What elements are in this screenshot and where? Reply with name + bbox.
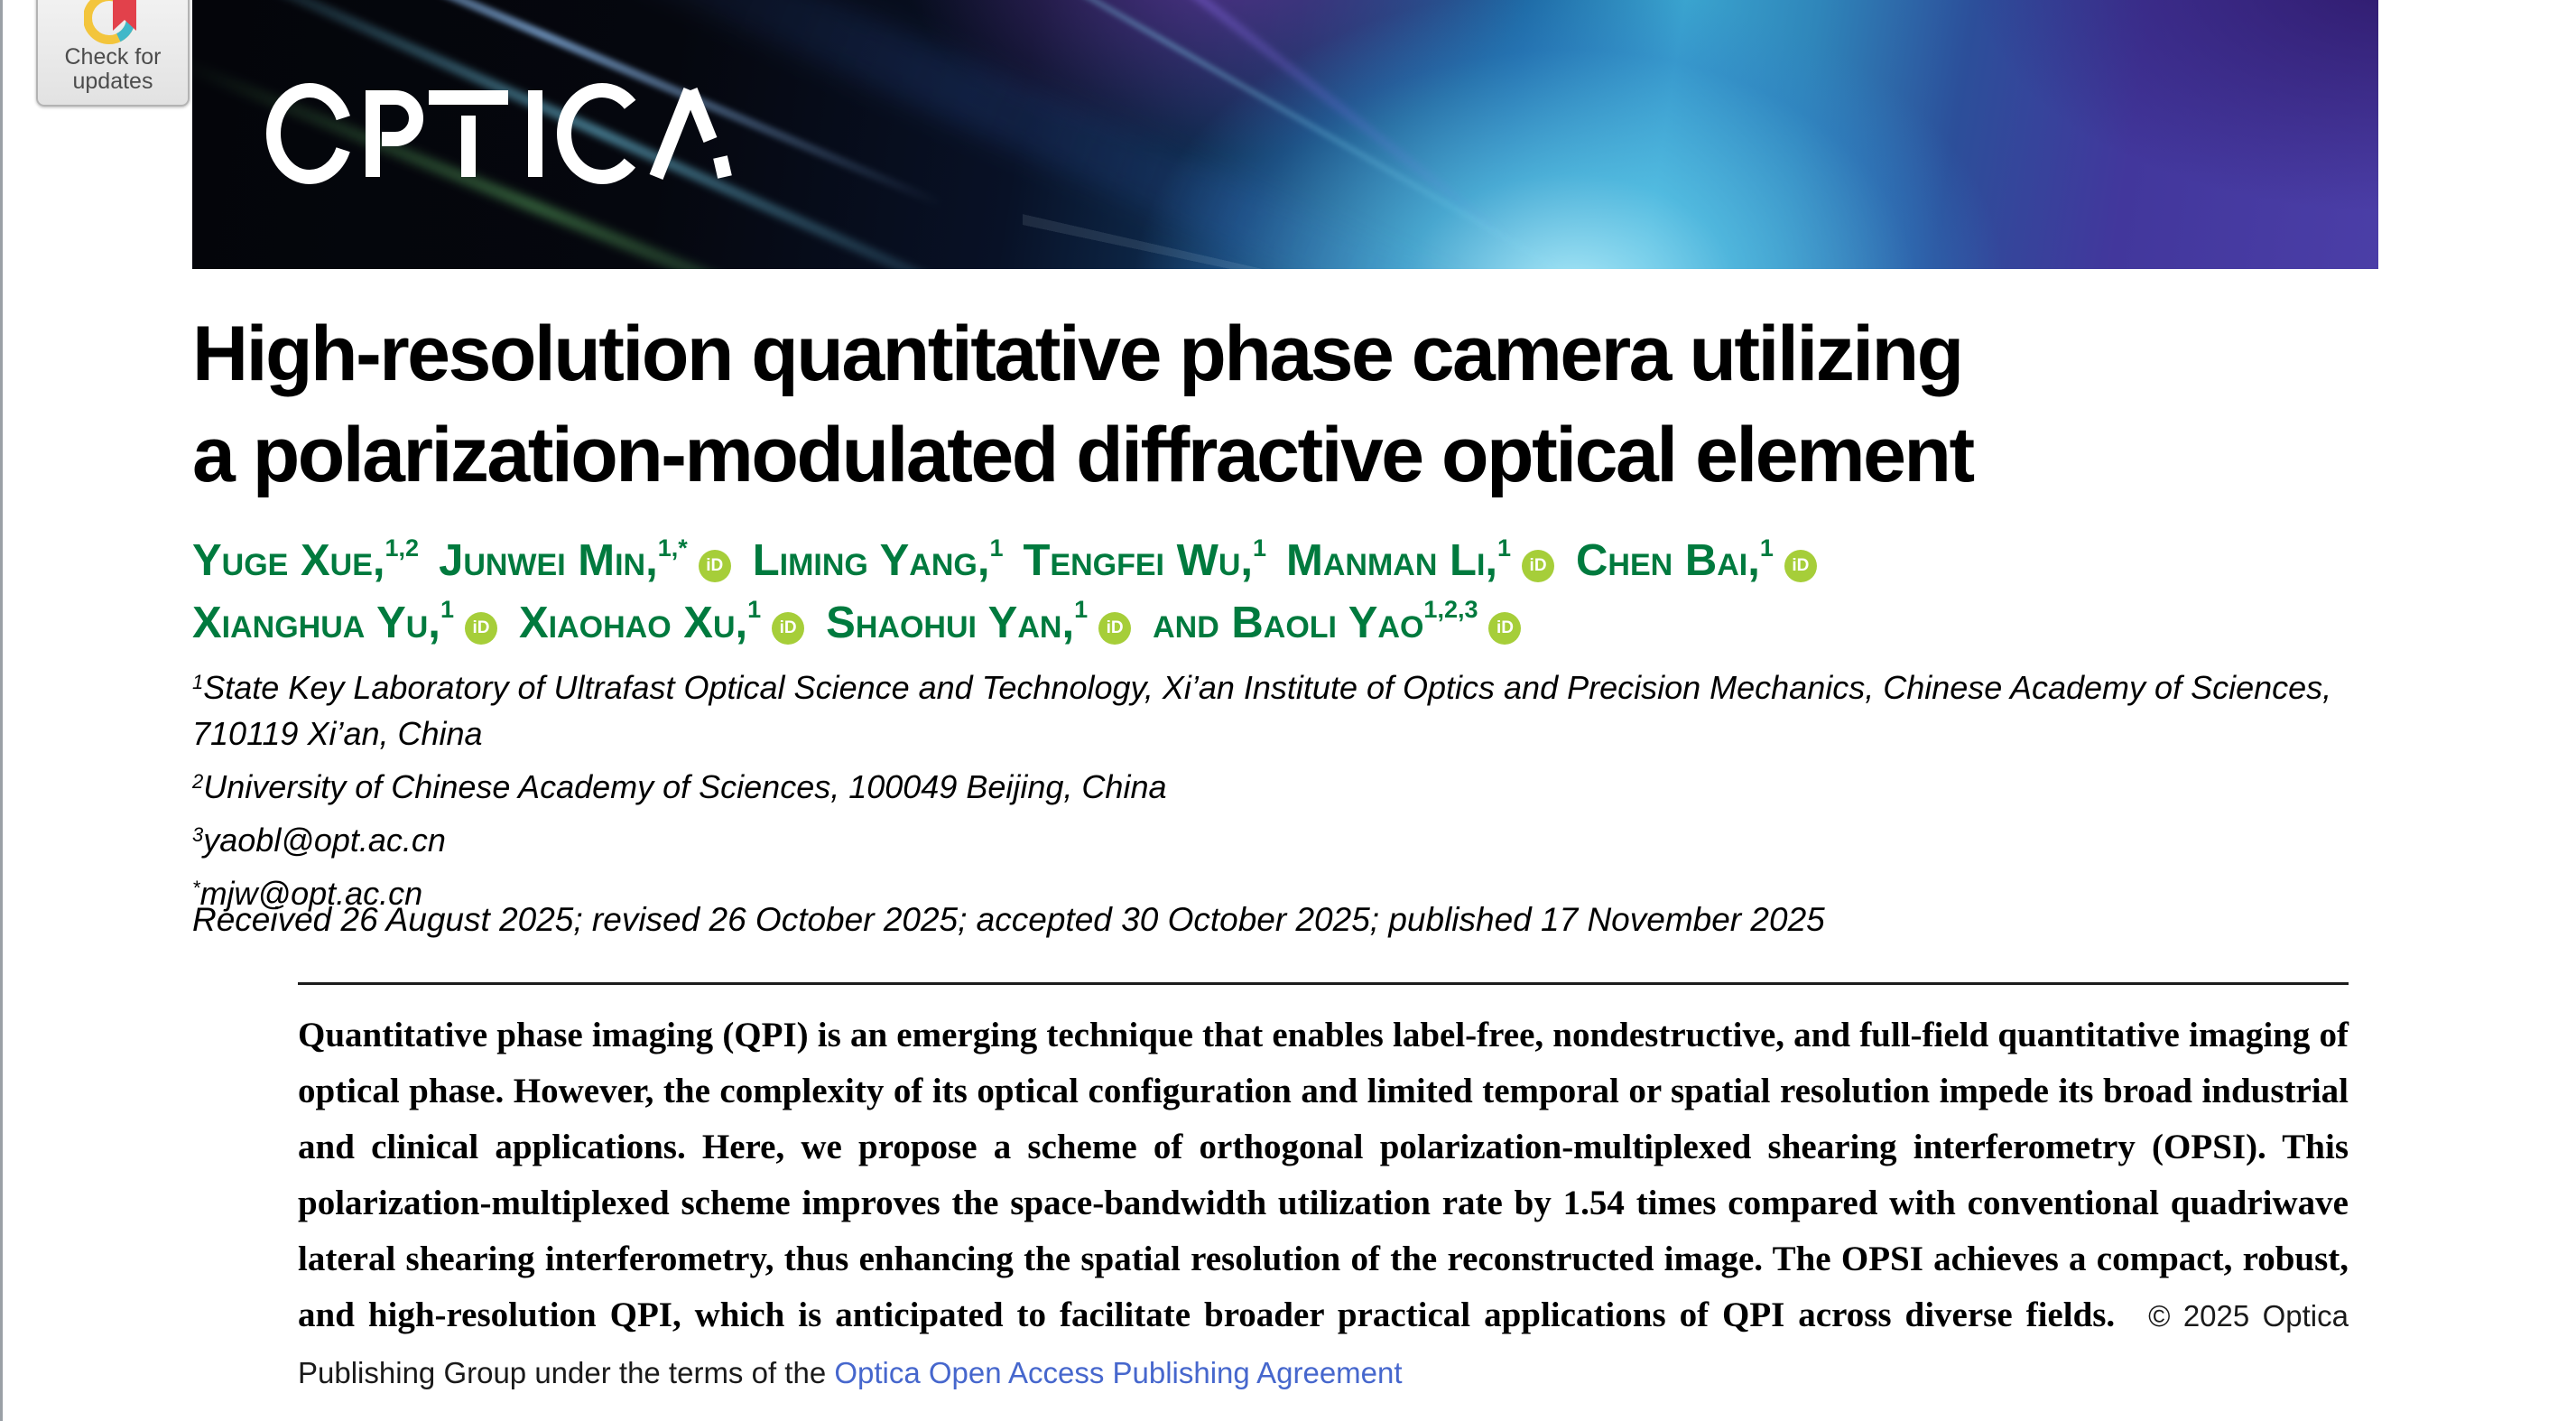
abstract-text: Quantitative phase imaging (QPI) is an e…	[298, 1016, 2349, 1334]
author-line-1: Yuge Xue,1,2 Junwei Min,1,*iD Liming Yang,…	[192, 525, 2503, 587]
banner-streak	[855, 0, 1515, 246]
author: Liming Yang,1	[752, 534, 1004, 586]
affiliation-email-2: *mjw@opt.ac.cn	[192, 875, 423, 912]
affiliation-1: 1State Key Laboratory of Ultrafast Optic…	[192, 669, 2332, 752]
title-line-1: High-resolution quantitative phase camer…	[192, 311, 1964, 397]
affiliation-email-1: 3yaobl@opt.ac.cn	[192, 822, 446, 859]
author: Yuge Xue,1,2	[192, 534, 420, 586]
orcid-icon[interactable]: iD	[1488, 611, 1522, 645]
author-line-2: Xianghua Yu,1iD Xiaohao Xu,1iD Shaohui Yan…	[192, 587, 2503, 648]
check-for-updates-badge[interactable]: Check for updates	[36, 0, 190, 107]
open-access-agreement-link[interactable]: Optica Open Access Publishing Agreement	[834, 1356, 1403, 1389]
orcid-icon[interactable]: iD	[1522, 550, 1555, 583]
article-history: Received 26 August 2025; revised 26 Octo…	[192, 901, 1825, 938]
author-list: Yuge Xue,1,2 Junwei Min,1,*iD Liming Yang,…	[192, 525, 2503, 649]
author: and Baoli Yao1,2,3iD	[1153, 596, 1523, 647]
check-for-updates-label: Check for updates	[64, 44, 162, 94]
article-title: High-resolution quantitative phase camer…	[192, 303, 2449, 506]
author: Manman Li,1iD	[1286, 534, 1556, 585]
author: Xianghua Yu,1iD	[192, 596, 499, 647]
optica-logo-icon	[266, 83, 732, 184]
affiliation-2: 2University of Chinese Academy of Scienc…	[192, 768, 1167, 805]
orcid-icon[interactable]: iD	[1098, 611, 1132, 645]
author: Xiaohao Xu,1iD	[519, 596, 806, 647]
author: Chen Bai,1iD	[1576, 534, 1819, 585]
title-line-2: a polarization-modulated diffractive opt…	[192, 412, 1975, 498]
orcid-icon[interactable]: iD	[1784, 550, 1817, 583]
author: Tengfei Wu,1	[1023, 534, 1267, 586]
orcid-icon[interactable]: iD	[772, 611, 805, 645]
author: Junwei Min,1,*iD	[439, 534, 733, 585]
copyright-notice: © 2025 Optica Publishing Group under the…	[298, 1299, 2349, 1389]
abstract: Quantitative phase imaging (QPI) is an e…	[298, 1008, 2349, 1401]
journal-banner	[192, 0, 2378, 269]
affiliations: 1State Key Laboratory of Ultrafast Optic…	[192, 657, 2386, 916]
abstract-rule	[298, 982, 2349, 985]
window-edge-line	[0, 0, 3, 1421]
banner-streak	[727, 0, 1607, 269]
author: Shaohui Yan,1iD	[826, 596, 1133, 647]
orcid-icon[interactable]: iD	[698, 550, 731, 583]
orcid-icon[interactable]: iD	[464, 611, 497, 645]
crossmark-icon	[84, 0, 136, 44]
